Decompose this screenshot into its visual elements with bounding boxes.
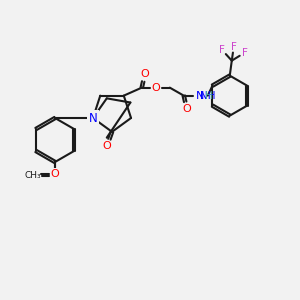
Text: N: N	[88, 112, 98, 124]
Text: O: O	[103, 141, 111, 151]
Text: O: O	[51, 171, 59, 181]
Text: N: N	[196, 91, 204, 100]
Text: O: O	[152, 82, 160, 93]
Text: CH₃: CH₃	[24, 172, 41, 181]
Text: O: O	[182, 103, 191, 114]
Text: H: H	[205, 91, 212, 100]
Text: NH: NH	[200, 91, 215, 100]
Text: N: N	[88, 112, 98, 124]
Text: O: O	[51, 169, 59, 179]
Text: F: F	[231, 42, 237, 52]
Text: F: F	[242, 48, 248, 58]
Text: O: O	[140, 69, 149, 79]
Text: N: N	[88, 112, 98, 124]
Text: F: F	[219, 45, 225, 55]
